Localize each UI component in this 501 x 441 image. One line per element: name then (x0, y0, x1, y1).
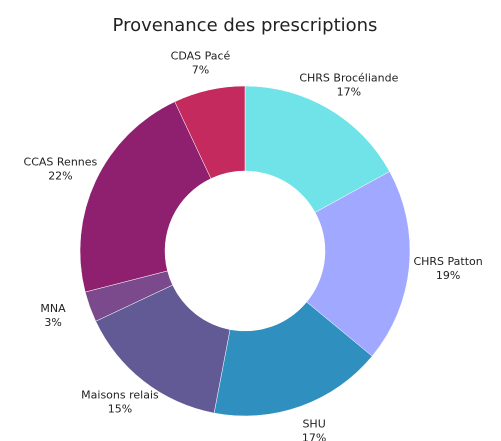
segment-label: CHRS Patton (413, 255, 482, 268)
donut-segment (244, 85, 390, 213)
segment-label: SHU (302, 418, 325, 431)
donut-segment (79, 101, 212, 293)
segment-value-label: 15% (108, 403, 132, 416)
segment-value-label: 17% (337, 86, 361, 99)
segment-value-label: 19% (436, 269, 460, 282)
segment-value-label: 7% (192, 64, 209, 77)
segment-value-label: 17% (302, 432, 326, 441)
segment-label: CCAS Rennes (24, 155, 98, 168)
donut-segment (213, 301, 373, 417)
segment-label: CDAS Pacé (171, 50, 231, 63)
segment-value-label: 22% (48, 169, 72, 182)
segment-label: MNA (40, 302, 66, 315)
donut-segment (306, 171, 411, 357)
segment-label: Maisons relais (81, 389, 159, 402)
donut-segment (174, 85, 246, 179)
segment-value-label: 3% (44, 316, 61, 329)
chart-title: Provenance des prescriptions (113, 15, 378, 36)
segment-label: CHRS Brocéliande (299, 72, 398, 85)
